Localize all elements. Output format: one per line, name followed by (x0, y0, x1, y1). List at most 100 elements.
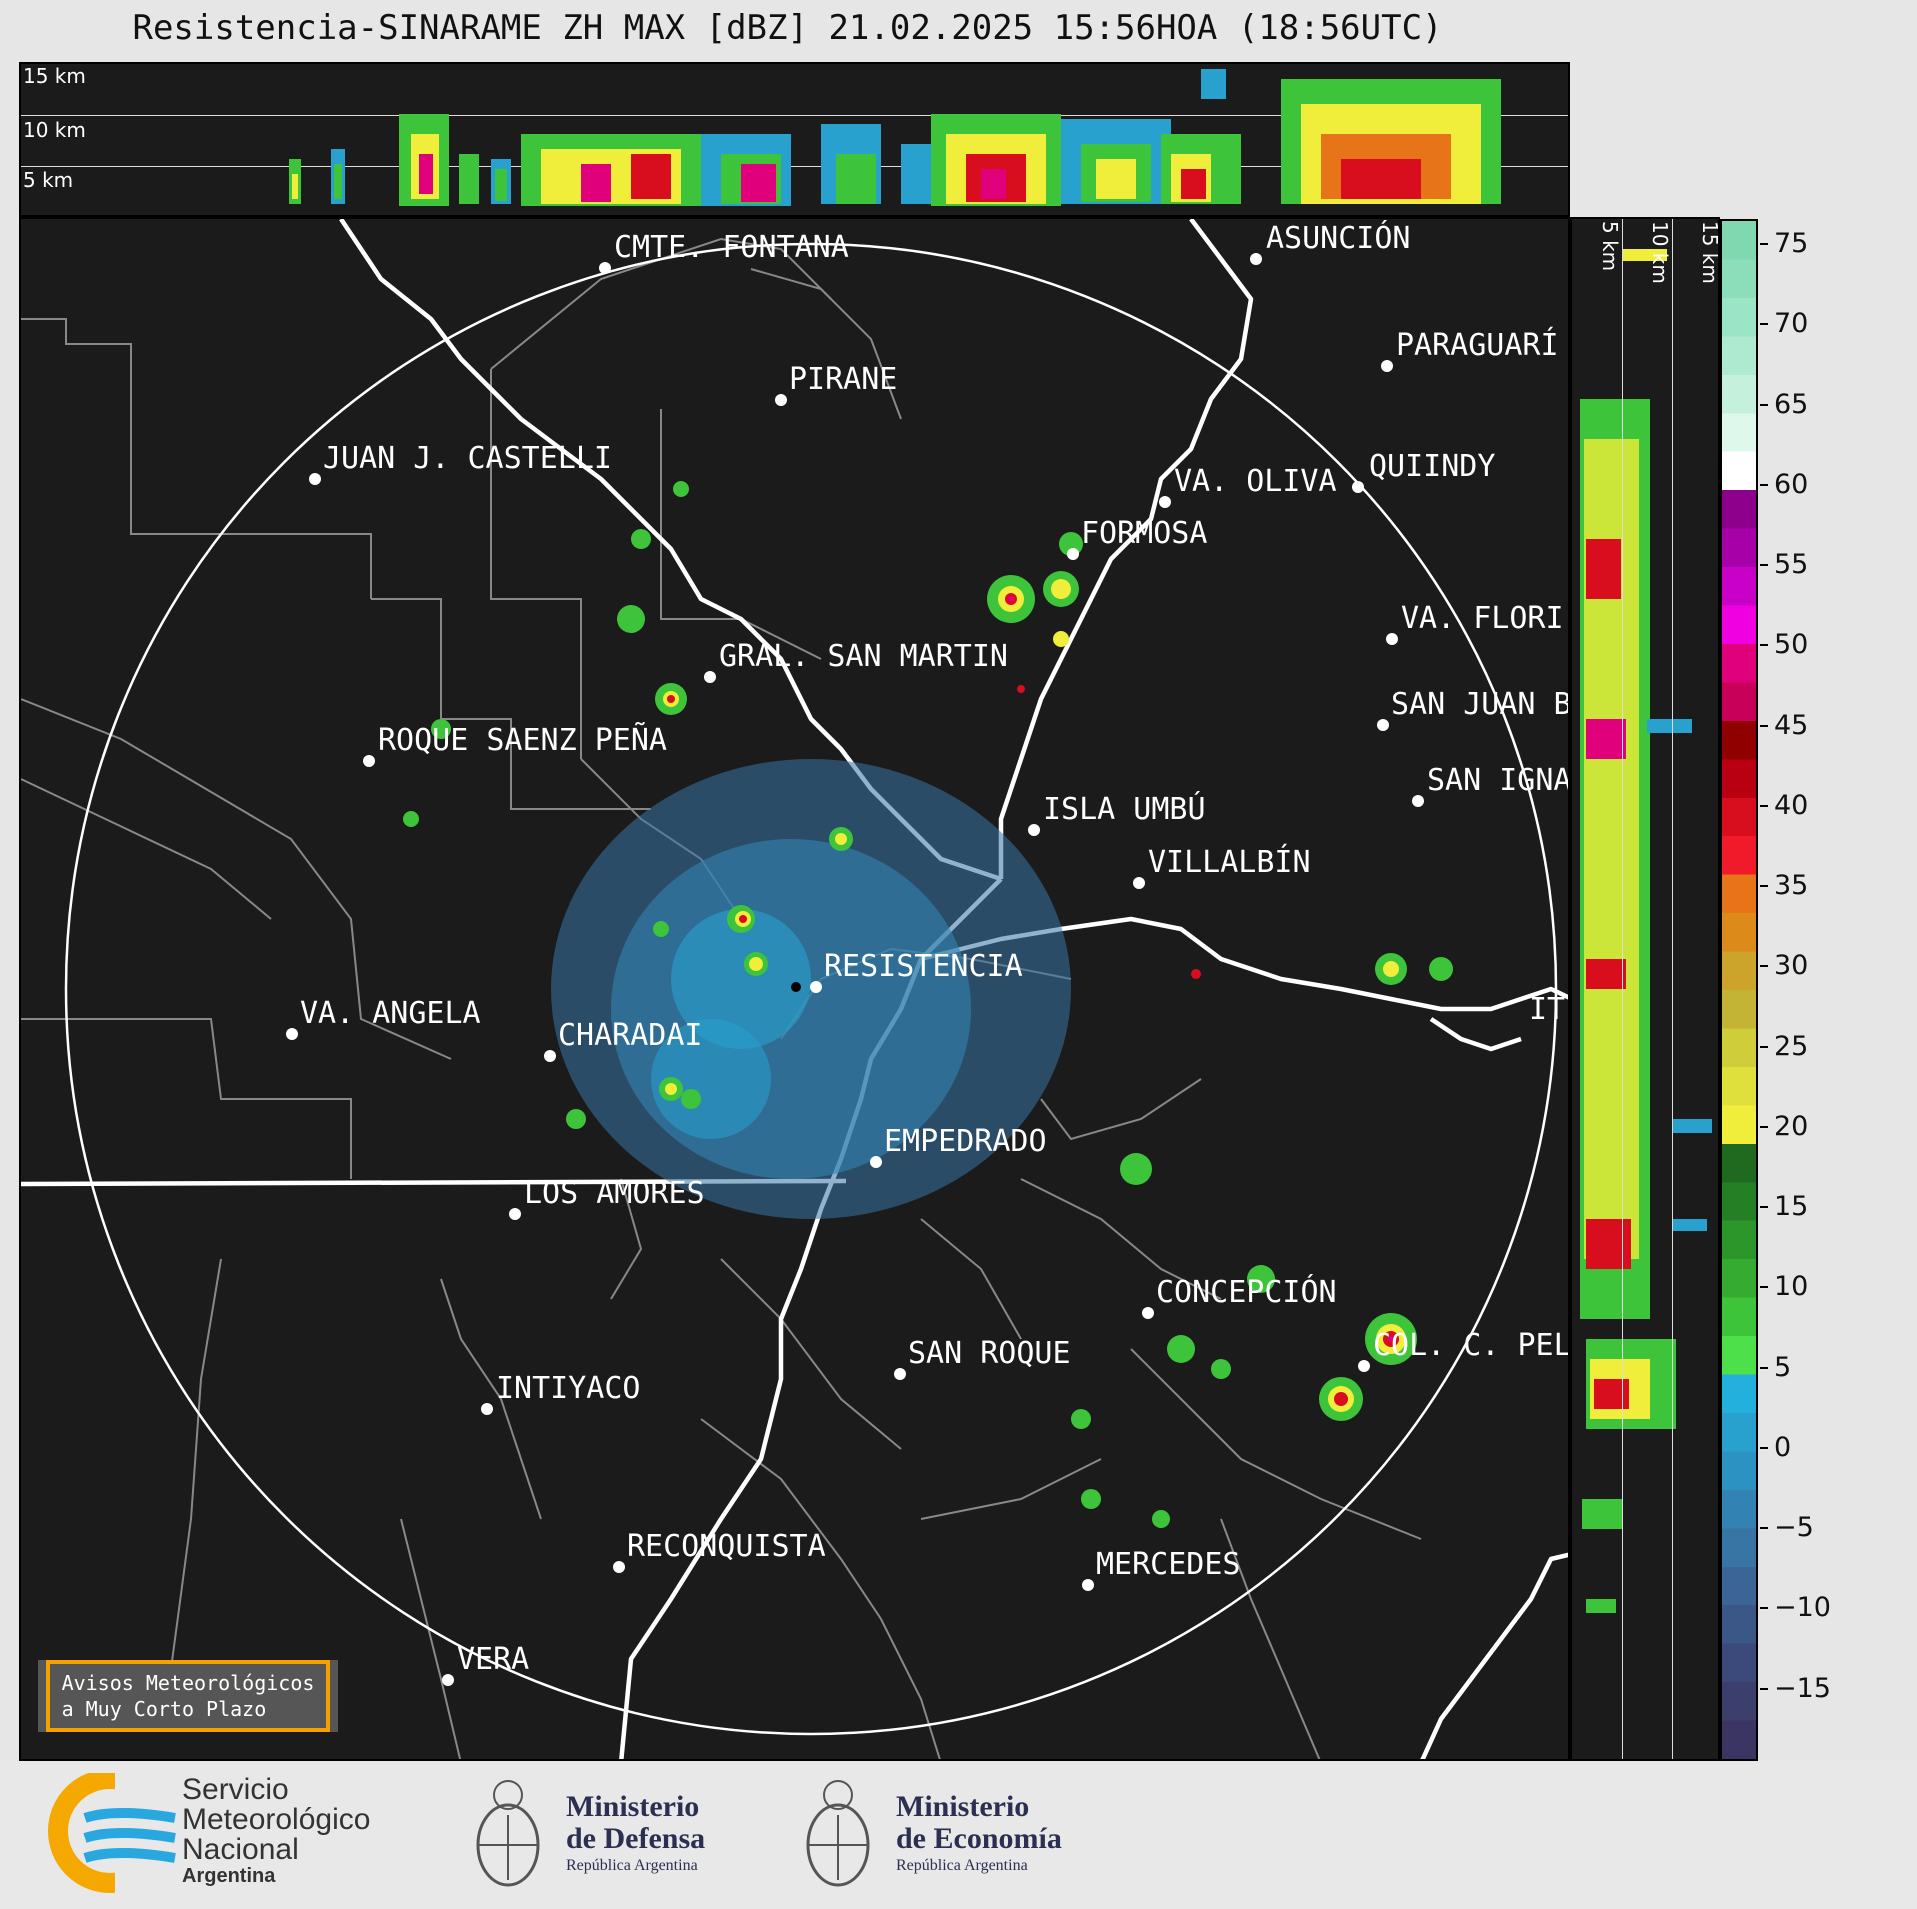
place-label: INTIYACO (496, 1371, 641, 1406)
colorbar-tick-label: 50 (1774, 629, 1809, 661)
place-label: VA. ANGELA (300, 996, 481, 1031)
reflectivity-colorbar (1720, 219, 1758, 1761)
radar-map: CMTE. FONTANA ASUNCIÓN PARAGUARÍ PIRANE … (21, 219, 1570, 1759)
place-label: JUAN J. CASTELLI (323, 441, 612, 476)
colorbar-tick-mark (1760, 724, 1768, 727)
colorbar-tick-label: 55 (1774, 549, 1809, 580)
colorbar-tick-label: 5 (1774, 1351, 1792, 1383)
height-label-5km: 5 km (23, 168, 74, 192)
footer-logos: Servicio Meteorológico Nacional Argentin… (0, 1761, 1917, 1909)
place-label: SAN IGNA (1427, 763, 1570, 798)
colorbar-tick-mark (1760, 403, 1768, 406)
place-label: RESISTENCIA (824, 949, 1023, 984)
warning-box-frame: Avisos Meteorológicos a Muy Corto Plazo (45, 1660, 331, 1732)
warning-box[interactable]: Avisos Meteorológicos a Muy Corto Plazo (38, 1660, 338, 1732)
smn-logo-icon (48, 1773, 185, 1893)
colorbar-tick-label: 70 (1774, 308, 1809, 340)
place-label: GRAL. SAN MARTIN (719, 639, 1008, 674)
place-label: VA. OLIVA (1174, 464, 1337, 499)
colorbar-tick-mark (1760, 1045, 1768, 1048)
side-height-profile-panel: 5 km 10 km 15 km (1570, 217, 1720, 1761)
colorbar-tick-label: 65 (1774, 388, 1809, 420)
colorbar-tick-label: 60 (1774, 468, 1809, 500)
place-labels: CMTE. FONTANA ASUNCIÓN PARAGUARÍ PIRANE … (300, 219, 1570, 1677)
colorbar-tick-mark (1760, 1125, 1768, 1128)
colorbar-tick-mark (1760, 1446, 1768, 1449)
place-label: VERA (457, 1642, 529, 1677)
warning-box-line2: a Muy Corto Plazo (61, 1697, 267, 1721)
smn-line3: Nacional (182, 1833, 299, 1866)
colorbar-tick-mark (1760, 965, 1768, 968)
place-label: VA. FLORI (1401, 601, 1564, 636)
economia-line1: Ministerio (896, 1790, 1030, 1823)
colorbar-tick-mark (1760, 1366, 1768, 1369)
colorbar-tick-label: −15 (1774, 1672, 1831, 1704)
place-label: CMTE. FONTANA (614, 230, 849, 265)
place-label: MERCEDES (1096, 1547, 1241, 1582)
colorbar-tick-mark (1760, 644, 1768, 647)
defensa-coat-of-arms-icon (476, 1780, 540, 1887)
colorbar-tick-label: 10 (1774, 1271, 1809, 1303)
place-label: LOS AMORES (524, 1176, 705, 1211)
colorbar-tick-label: 45 (1774, 709, 1809, 741)
colorbar-tick-label: 35 (1774, 870, 1809, 901)
place-markers (286, 253, 1424, 1686)
height-gridline-10km (21, 115, 1568, 116)
smn-line2: Meteorológico (182, 1803, 371, 1836)
height-gridline-5km (1622, 219, 1623, 1759)
place-label: COL. C. PEL (1373, 1328, 1570, 1363)
height-label-15km: 15 km (1698, 221, 1720, 284)
colorbar-tick-mark (1760, 1527, 1768, 1529)
defensa-line2: de Defensa (566, 1822, 706, 1855)
colorbar-tick-mark (1760, 804, 1768, 807)
colorbar-tick-label: 30 (1774, 950, 1809, 982)
colorbar-tick-label: 40 (1774, 789, 1809, 821)
warning-box-line1: Avisos Meteorológicos (61, 1671, 315, 1695)
height-label-10km: 10 km (23, 118, 86, 142)
place-label: VILLALBÍN (1148, 844, 1311, 880)
place-label: ISLA UMBÚ (1043, 790, 1206, 827)
colorbar-tick-mark (1760, 1607, 1768, 1610)
place-label: PIRANE (789, 362, 897, 397)
colorbar-tick-mark (1760, 1286, 1768, 1289)
top-profile-echoes (289, 69, 1501, 206)
map-title: Resistencia-SINARAME ZH MAX [dBZ] 21.02.… (132, 8, 1443, 48)
place-label: SAN JUAN B (1391, 687, 1570, 722)
place-label: IT (1529, 992, 1565, 1027)
height-gridline-5km (21, 166, 1568, 167)
echo-cells-top (289, 69, 1501, 206)
top-height-profile-panel: 15 km 10 km 5 km (19, 62, 1570, 217)
place-label: ROQUE SAENZ PEÑA (378, 722, 667, 758)
colorbar-tick-mark (1760, 1687, 1768, 1690)
colorbar-tick-label: 15 (1774, 1191, 1809, 1222)
colorbar-tick-mark (1760, 564, 1768, 566)
colorbar-tick-label: −10 (1774, 1592, 1831, 1624)
smn-line4: Argentina (182, 1865, 276, 1887)
place-label: ASUNCIÓN (1266, 219, 1411, 256)
place-label: PARAGUARÍ (1396, 327, 1559, 363)
place-label: EMPEDRADO (884, 1124, 1047, 1159)
colorbar-tick-mark (1760, 243, 1768, 245)
height-label-5km: 5 km (1598, 221, 1622, 272)
colorbar-tick-label: −5 (1774, 1512, 1814, 1543)
place-label: RECONQUISTA (627, 1529, 826, 1564)
place-label: SAN ROQUE (908, 1336, 1071, 1371)
place-label: CONCEPCIÓN (1156, 1273, 1337, 1310)
height-label-10km: 10 km (1648, 221, 1672, 284)
place-label: CHARADAI (558, 1018, 703, 1053)
colorbar-tick-label: 75 (1774, 228, 1809, 259)
colorbar-tick-mark (1760, 323, 1768, 326)
colorbar-tick-mark (1760, 1206, 1768, 1208)
defensa-line3: República Argentina (566, 1857, 698, 1874)
echo-cells-side (1580, 249, 1712, 1613)
economia-line2: de Economía (896, 1822, 1062, 1855)
height-label-15km: 15 km (23, 64, 86, 88)
colorbar-tick-label: 20 (1774, 1110, 1809, 1142)
radar-map-panel: CMTE. FONTANA ASUNCIÓN PARAGUARÍ PIRANE … (19, 217, 1570, 1761)
economia-coat-of-arms-icon (806, 1780, 870, 1887)
colorbar-tick-label: 0 (1774, 1431, 1792, 1463)
defensa-line1: Ministerio (566, 1790, 700, 1823)
place-label: QUIINDY (1369, 449, 1495, 484)
place-label: FORMOSA (1081, 516, 1207, 551)
colorbar-tick-mark (1760, 885, 1768, 887)
